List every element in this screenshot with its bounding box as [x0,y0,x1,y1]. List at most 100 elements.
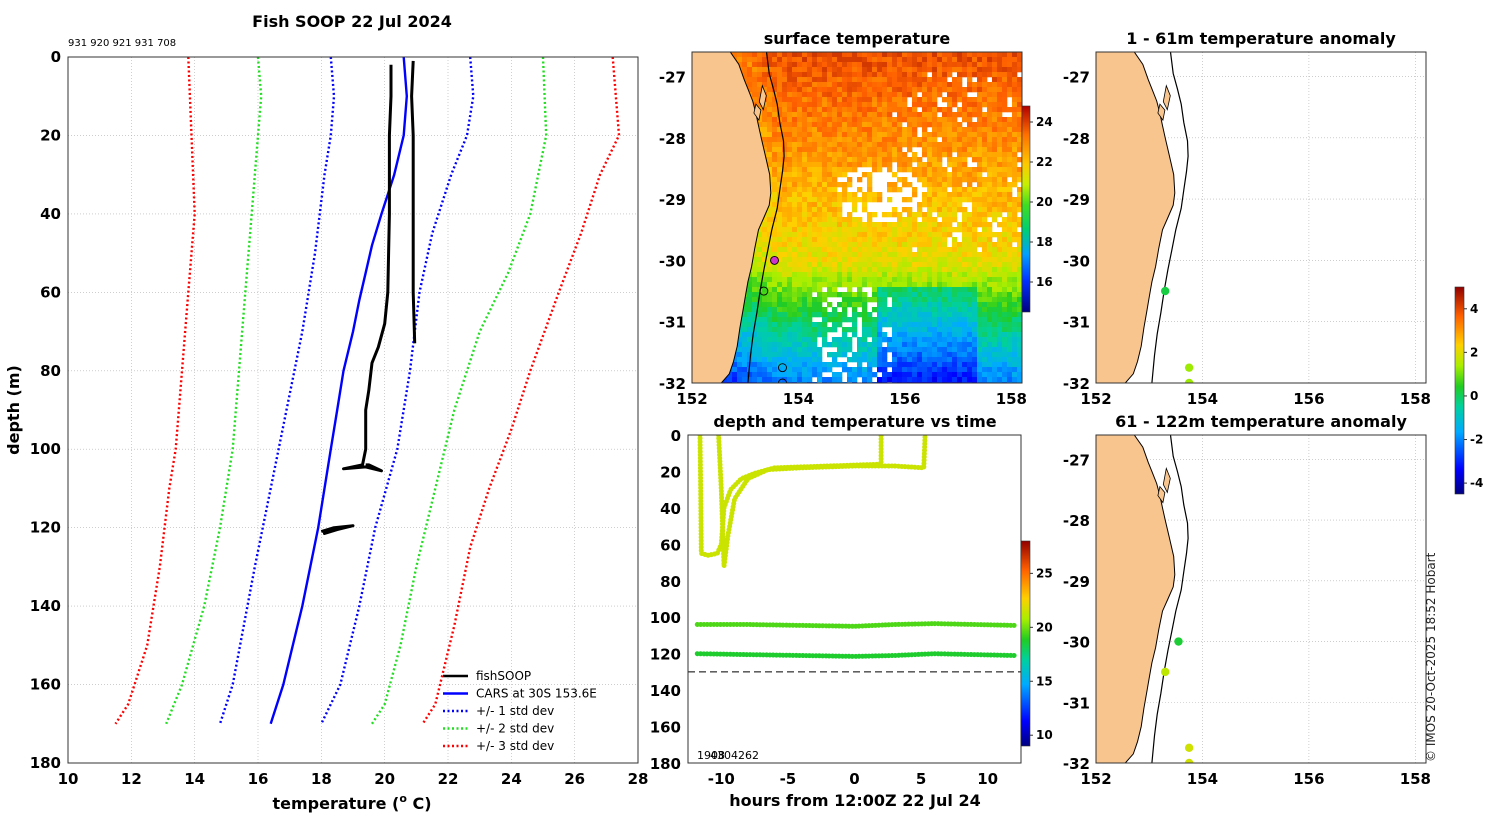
sst-cell [772,212,778,218]
sst-cell [922,132,928,138]
sst-cell [992,377,998,383]
sst-cell [762,272,768,278]
sst-cell [812,112,818,118]
sst-cell [802,52,808,58]
sst-cell [852,82,858,88]
sst-cell [927,167,933,173]
sst-cell [947,352,953,358]
sst-cell [822,152,828,158]
sst-cell [987,367,993,373]
sst-cell [967,332,973,338]
sst-cell [947,262,953,268]
sst-cell [782,127,788,133]
sst-cell [967,127,973,133]
sst-cell [987,162,993,168]
sst-cell [912,102,918,108]
sst-cell [1007,77,1013,83]
sst-cell [737,62,743,68]
sst-cell [757,242,763,248]
sst-cell [1012,137,1018,143]
sst-cell [977,137,983,143]
sst-cell [952,197,958,203]
sst-cell [957,347,963,353]
sst-cell [752,272,758,278]
sst-cell [782,317,788,323]
sst-cell [977,172,983,178]
sst-cell [927,307,933,313]
sst-cell [862,237,868,243]
sst-cell [977,197,983,203]
sst-cell [842,72,848,78]
sst-cell [877,127,883,133]
sst-cell [962,372,968,378]
sst-cell [1002,142,1008,148]
sst-cell [1012,322,1018,328]
sst-cell [767,307,773,313]
sst-cell [927,372,933,378]
sst-cell [967,87,973,93]
sst-xtick-label: 158 [996,390,1027,408]
sst-cell [977,267,983,273]
sst-cell [767,102,773,108]
sst-cell [897,152,903,158]
sst-cell [1012,292,1018,298]
sst-cell [867,222,873,228]
sst-cell [862,197,868,203]
sst-cell [842,172,848,178]
sst-cell [752,362,758,368]
profile-plot-area [68,57,638,763]
sst-cell [927,342,933,348]
sst-cell [802,302,808,308]
sst-cell [987,282,993,288]
sst-cell [792,142,798,148]
sst-cell [942,327,948,333]
sst-cell [797,87,803,93]
sst-cell [897,237,903,243]
sst-cell [827,217,833,223]
sst-cell [842,92,848,98]
sst-cell [917,352,923,358]
sst-cell [837,82,843,88]
sst-cell [912,217,918,223]
sst-cell [872,277,878,283]
sst-cell [957,122,963,128]
sst-cell [892,297,898,303]
sst-cell [942,247,948,253]
sst-cell [847,107,853,113]
sst-cell [817,162,823,168]
sst-cell [787,67,793,73]
sst-cell [1012,142,1018,148]
sst-cell [992,187,998,193]
sst-cell [897,312,903,318]
sst-cell [997,112,1003,118]
sst-cell [1012,147,1018,153]
sst-cell [832,97,838,103]
sst-cell [962,112,968,118]
sst-cell [997,77,1003,83]
sst-cell [892,337,898,343]
sst-cell [962,152,968,158]
sst-cell [902,137,908,143]
sst-cell [982,322,988,328]
sst-cell [932,177,938,183]
sst-cell [777,287,783,293]
anomaly-colorbar [1454,286,1465,495]
sst-cell [742,327,748,333]
sst-ytick-label: -29 [659,191,686,209]
sst-cell [962,167,968,173]
sst-cell [927,207,933,213]
sst-cell [867,127,873,133]
sst-cell [857,77,863,83]
sst-cell [962,192,968,198]
sst-cell [947,327,953,333]
profile-ytick-label: 80 [40,362,61,380]
sst-cell [857,162,863,168]
sst-cell [832,172,838,178]
sst-cell [842,342,848,348]
sst-cell [1002,257,1008,263]
sst-cell [967,177,973,183]
sst-cell [967,137,973,143]
anom-deep-ytick-label: -27 [1063,451,1090,469]
sst-cell [777,87,783,93]
sst-cell [927,182,933,188]
